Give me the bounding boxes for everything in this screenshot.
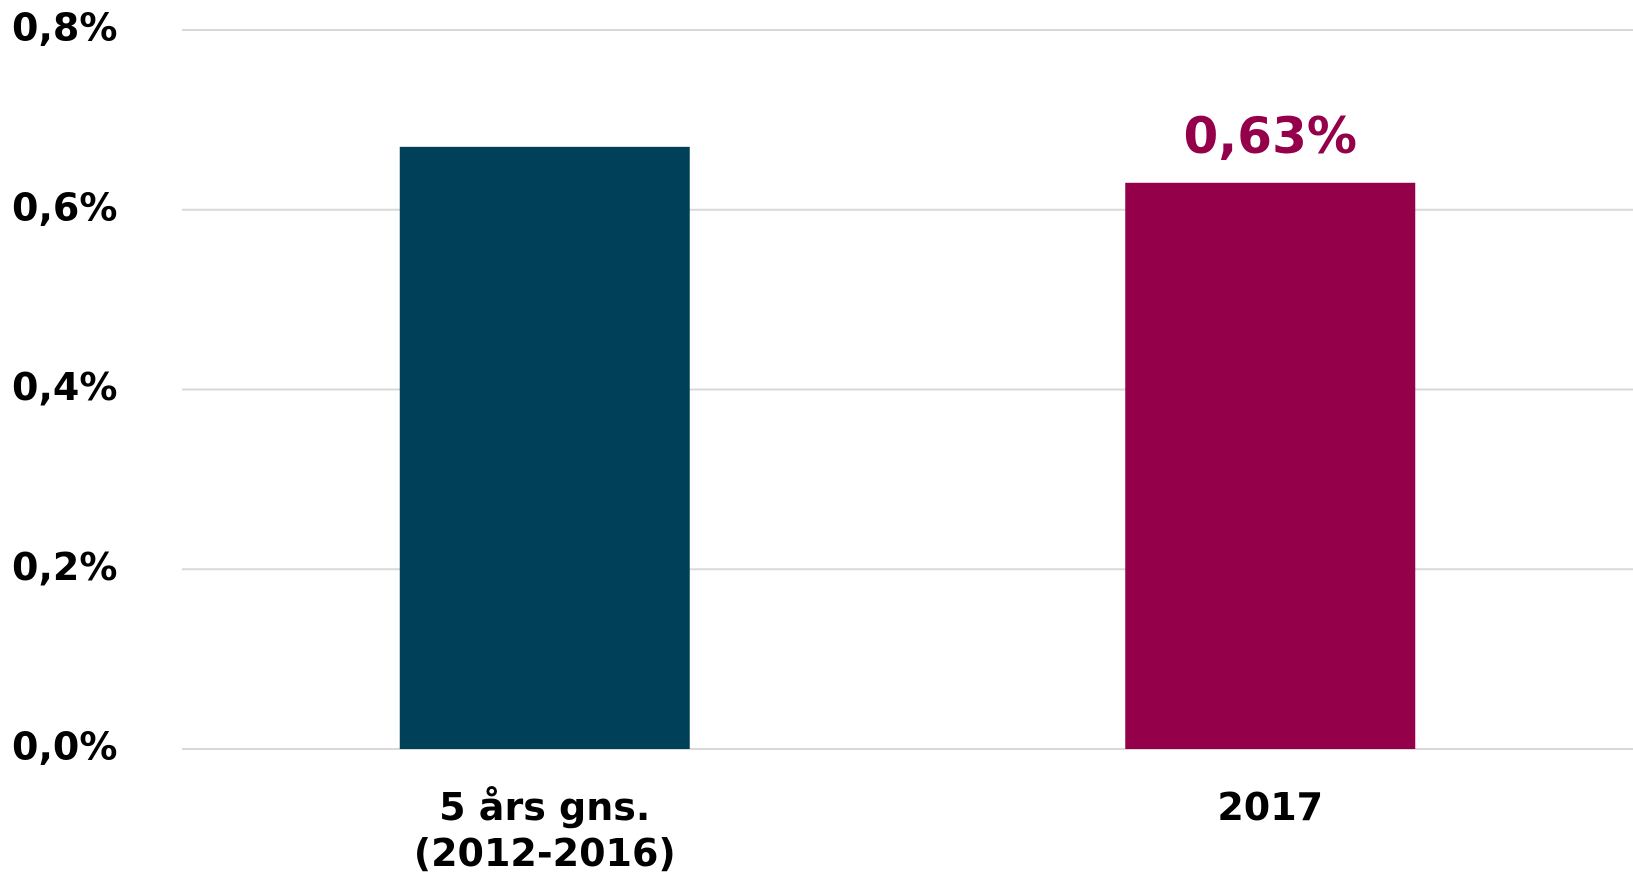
data-labels: 0,63%: [1184, 107, 1357, 165]
bar: [1125, 182, 1416, 750]
gridlines: [182, 29, 1633, 750]
y-tick-label: 0,8%: [12, 6, 117, 50]
y-axis-tick-labels: 0,0% 0,2% 0,4% 0,6% 0,8%: [12, 6, 117, 769]
x-category-label: 5 års gns. (2012-2016): [414, 785, 676, 875]
bar: [399, 146, 690, 749]
y-tick-label: 0,6%: [12, 185, 117, 229]
bars: [399, 146, 1416, 750]
x-category-label: 2017: [1217, 785, 1323, 829]
y-tick-label: 0,4%: [12, 365, 117, 409]
y-tick-label: 0,2%: [12, 545, 117, 589]
y-tick-label: 0,0%: [12, 725, 117, 769]
x-axis-category-labels: 5 års gns. (2012-2016) 2017: [414, 785, 1323, 875]
data-label: 0,63%: [1184, 107, 1357, 165]
